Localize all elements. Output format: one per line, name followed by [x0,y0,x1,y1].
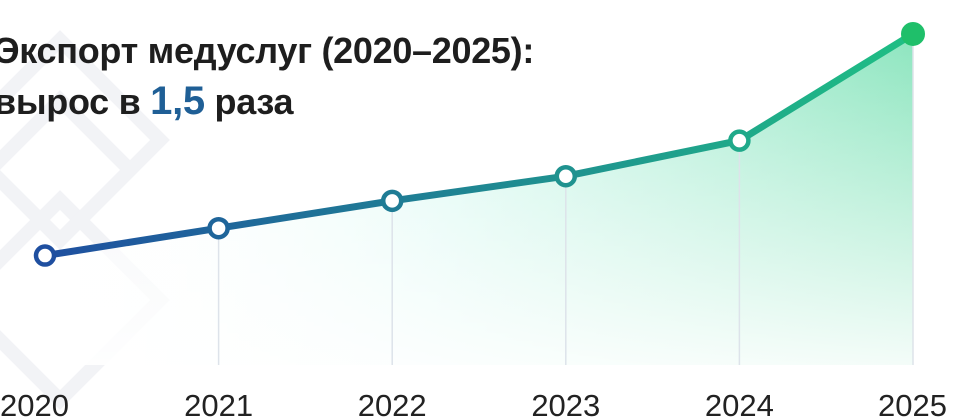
area-fill-layer [45,33,913,366]
title-line-2: вырос в 1,5 раза [0,76,534,127]
x-tick-label-2025: 2025 [878,388,947,419]
drop-lines [217,43,914,365]
chart-title: Экспорт медуслуг (2020–2025): вырос в 1,… [0,26,534,127]
x-tick-label-2023: 2023 [531,388,600,419]
data-point-2021 [207,216,230,240]
x-tick-label-2024: 2024 [705,388,774,419]
data-point-2023 [554,164,578,188]
title-prefix: вырос в [0,81,151,122]
x-tick-label-2021: 2021 [184,388,253,419]
series-line [41,30,917,260]
series-line-layer [41,30,917,260]
title-suffix: раза [204,81,294,122]
x-tick-label-2020: 2020 [0,388,69,419]
series-area-fade [45,33,913,366]
x-tick-label-2022: 2022 [358,388,427,419]
data-point-2025 [901,21,925,46]
growth-factor: 1,5 [150,79,205,123]
data-points [33,21,925,267]
data-point-2022 [380,189,404,213]
data-point-2024 [728,129,751,152]
x-axis-ticks: 2020 2021 2022 2023 2024 2025 [0,388,947,419]
data-point-2020 [33,244,57,267]
title-line-1: Экспорт медуслуг (2020–2025): [0,30,535,71]
